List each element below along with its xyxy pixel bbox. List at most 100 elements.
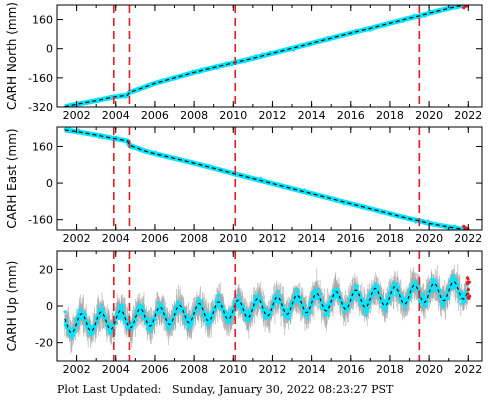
data-point <box>210 168 214 171</box>
data-point <box>327 314 331 317</box>
data-point <box>442 305 446 309</box>
data-point <box>243 309 247 313</box>
data-point <box>422 293 425 297</box>
data-point <box>377 286 380 290</box>
data-point <box>63 310 67 314</box>
recent-point <box>467 297 471 300</box>
data-point <box>441 296 445 300</box>
data-point <box>92 331 95 334</box>
data-point <box>358 203 361 207</box>
data-point <box>154 318 158 321</box>
data-point <box>232 313 236 316</box>
data-point <box>121 303 124 307</box>
data-point <box>426 300 429 304</box>
y-tick-label: -160 <box>28 72 53 85</box>
data-point <box>428 292 431 296</box>
data-point <box>231 305 235 309</box>
data-point <box>377 288 381 292</box>
data-point <box>182 159 186 162</box>
data-point <box>374 282 377 285</box>
data-point <box>287 314 291 318</box>
data-point <box>256 179 259 182</box>
data-point <box>461 292 465 296</box>
y-axis-label: CARH Up (mm) <box>5 261 19 352</box>
data-point <box>131 91 134 94</box>
data-point <box>75 325 79 329</box>
data-point <box>200 301 203 305</box>
x-tick-label: 2012 <box>258 232 286 245</box>
data-point <box>265 309 269 312</box>
data-point <box>211 318 215 322</box>
data-point <box>303 308 307 312</box>
data-point <box>225 61 228 64</box>
data-point <box>299 296 303 300</box>
data-point <box>221 307 225 310</box>
data-point <box>80 308 84 312</box>
data-point <box>384 309 388 313</box>
data-point <box>432 277 436 281</box>
data-point <box>287 317 291 321</box>
data-point <box>342 203 345 206</box>
data-point <box>252 307 256 311</box>
data-point <box>367 26 370 29</box>
plot-area <box>63 264 472 355</box>
data-point <box>455 280 459 284</box>
data-point <box>196 70 200 73</box>
x-tick-label: 2020 <box>415 232 443 245</box>
x-tick-label: 2010 <box>219 363 247 376</box>
data-point <box>123 93 126 96</box>
data-point <box>357 299 361 303</box>
data-point <box>102 308 105 311</box>
data-point <box>72 334 76 337</box>
data-point <box>417 286 421 290</box>
data-point <box>115 96 118 100</box>
x-tick-label: 2002 <box>63 109 91 122</box>
plot-updated-footer: Plot Last Updated: Sunday, January 30, 2… <box>57 383 393 396</box>
data-point <box>368 302 372 306</box>
data-point <box>124 138 128 141</box>
y-axis-label: CARH East (mm) <box>5 128 19 228</box>
data-point <box>276 290 280 293</box>
data-point <box>336 292 340 296</box>
x-tick-label: 2022 <box>454 109 482 122</box>
data-point <box>359 294 363 298</box>
y-tick-label: 0 <box>46 300 53 313</box>
data-point <box>355 28 358 31</box>
data-point <box>190 159 193 163</box>
data-point <box>330 302 334 305</box>
data-point <box>239 300 243 303</box>
data-point <box>243 176 247 179</box>
data-point <box>118 317 122 320</box>
data-point <box>165 314 169 318</box>
x-tick-label: 2014 <box>298 363 326 376</box>
data-point <box>243 311 247 315</box>
data-point <box>302 303 306 307</box>
data-point <box>463 300 467 303</box>
x-tick-label: 2008 <box>180 363 208 376</box>
data-point <box>228 321 231 325</box>
data-point <box>361 298 365 302</box>
data-point <box>402 20 405 23</box>
x-tick-label: 2004 <box>102 109 130 122</box>
data-point <box>436 225 439 228</box>
data-point <box>333 197 336 200</box>
data-point <box>308 311 312 315</box>
data-point <box>327 309 331 313</box>
data-point <box>449 224 452 227</box>
data-point <box>149 330 153 333</box>
data-point <box>439 288 443 292</box>
data-point <box>166 327 170 331</box>
data-point <box>341 35 344 38</box>
data-point <box>450 285 454 289</box>
data-point <box>365 297 369 301</box>
x-tick-label: 2020 <box>415 363 443 376</box>
data-point <box>223 64 226 67</box>
plot-frame <box>56 126 483 231</box>
data-point <box>82 133 85 136</box>
data-point <box>353 284 357 288</box>
data-point <box>400 19 403 22</box>
panel-2: 2002 2004 2006 2008 2010 2012 2014 2016 2018 2020… <box>5 126 483 245</box>
data-point <box>394 293 398 296</box>
data-point <box>241 303 245 307</box>
y-tick-label: -20 <box>35 337 53 350</box>
